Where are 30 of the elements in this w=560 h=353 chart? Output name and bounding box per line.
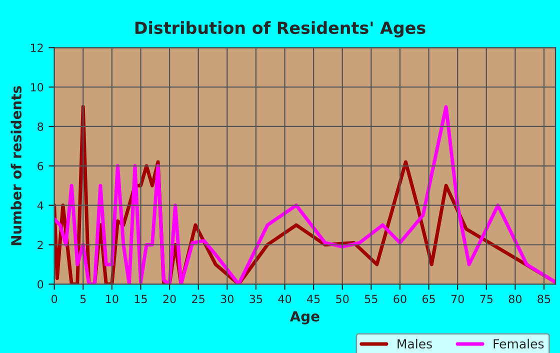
- y-tick-label: 2: [38, 240, 43, 249]
- x-tick-label: 65: [422, 294, 435, 304]
- x-tick-label: 0: [52, 294, 58, 304]
- x-tick-label: 75: [480, 294, 492, 304]
- x-tick-label: 45: [307, 294, 320, 304]
- y-tick-label: 8: [38, 122, 44, 131]
- x-tick-label: 70: [451, 294, 464, 304]
- x-axis-title: Age: [290, 311, 320, 324]
- x-tick-label: 5: [80, 294, 86, 304]
- y-tick-label: 12: [30, 44, 43, 52]
- y-axis-title: Number of residents: [10, 86, 22, 246]
- x-tick-label: 20: [163, 294, 176, 304]
- x-tick-label: 80: [508, 294, 522, 304]
- legend-label: Females: [494, 338, 544, 349]
- x-tick-label: 10: [106, 294, 118, 304]
- x-tick-label: 25: [192, 294, 204, 304]
- x-tick-label: 60: [394, 294, 406, 304]
- x-tick-label: 55: [364, 294, 378, 304]
- x-tick-label: 30: [220, 294, 234, 304]
- x-tick-label: 15: [134, 294, 147, 304]
- x-tick-label: 85: [538, 294, 550, 304]
- legend-label: Males: [398, 338, 432, 349]
- y-tick-label: 10: [30, 83, 44, 92]
- x-tick-label: 40: [278, 294, 292, 304]
- x-tick-label: 35: [250, 294, 262, 304]
- y-tick-label: 0: [38, 280, 44, 289]
- chart-title: Distribution of Residents' Ages: [135, 21, 426, 38]
- y-tick-label: 6: [38, 162, 44, 170]
- x-tick-label: 50: [336, 294, 349, 304]
- y-tick-label: 4: [37, 201, 44, 210]
